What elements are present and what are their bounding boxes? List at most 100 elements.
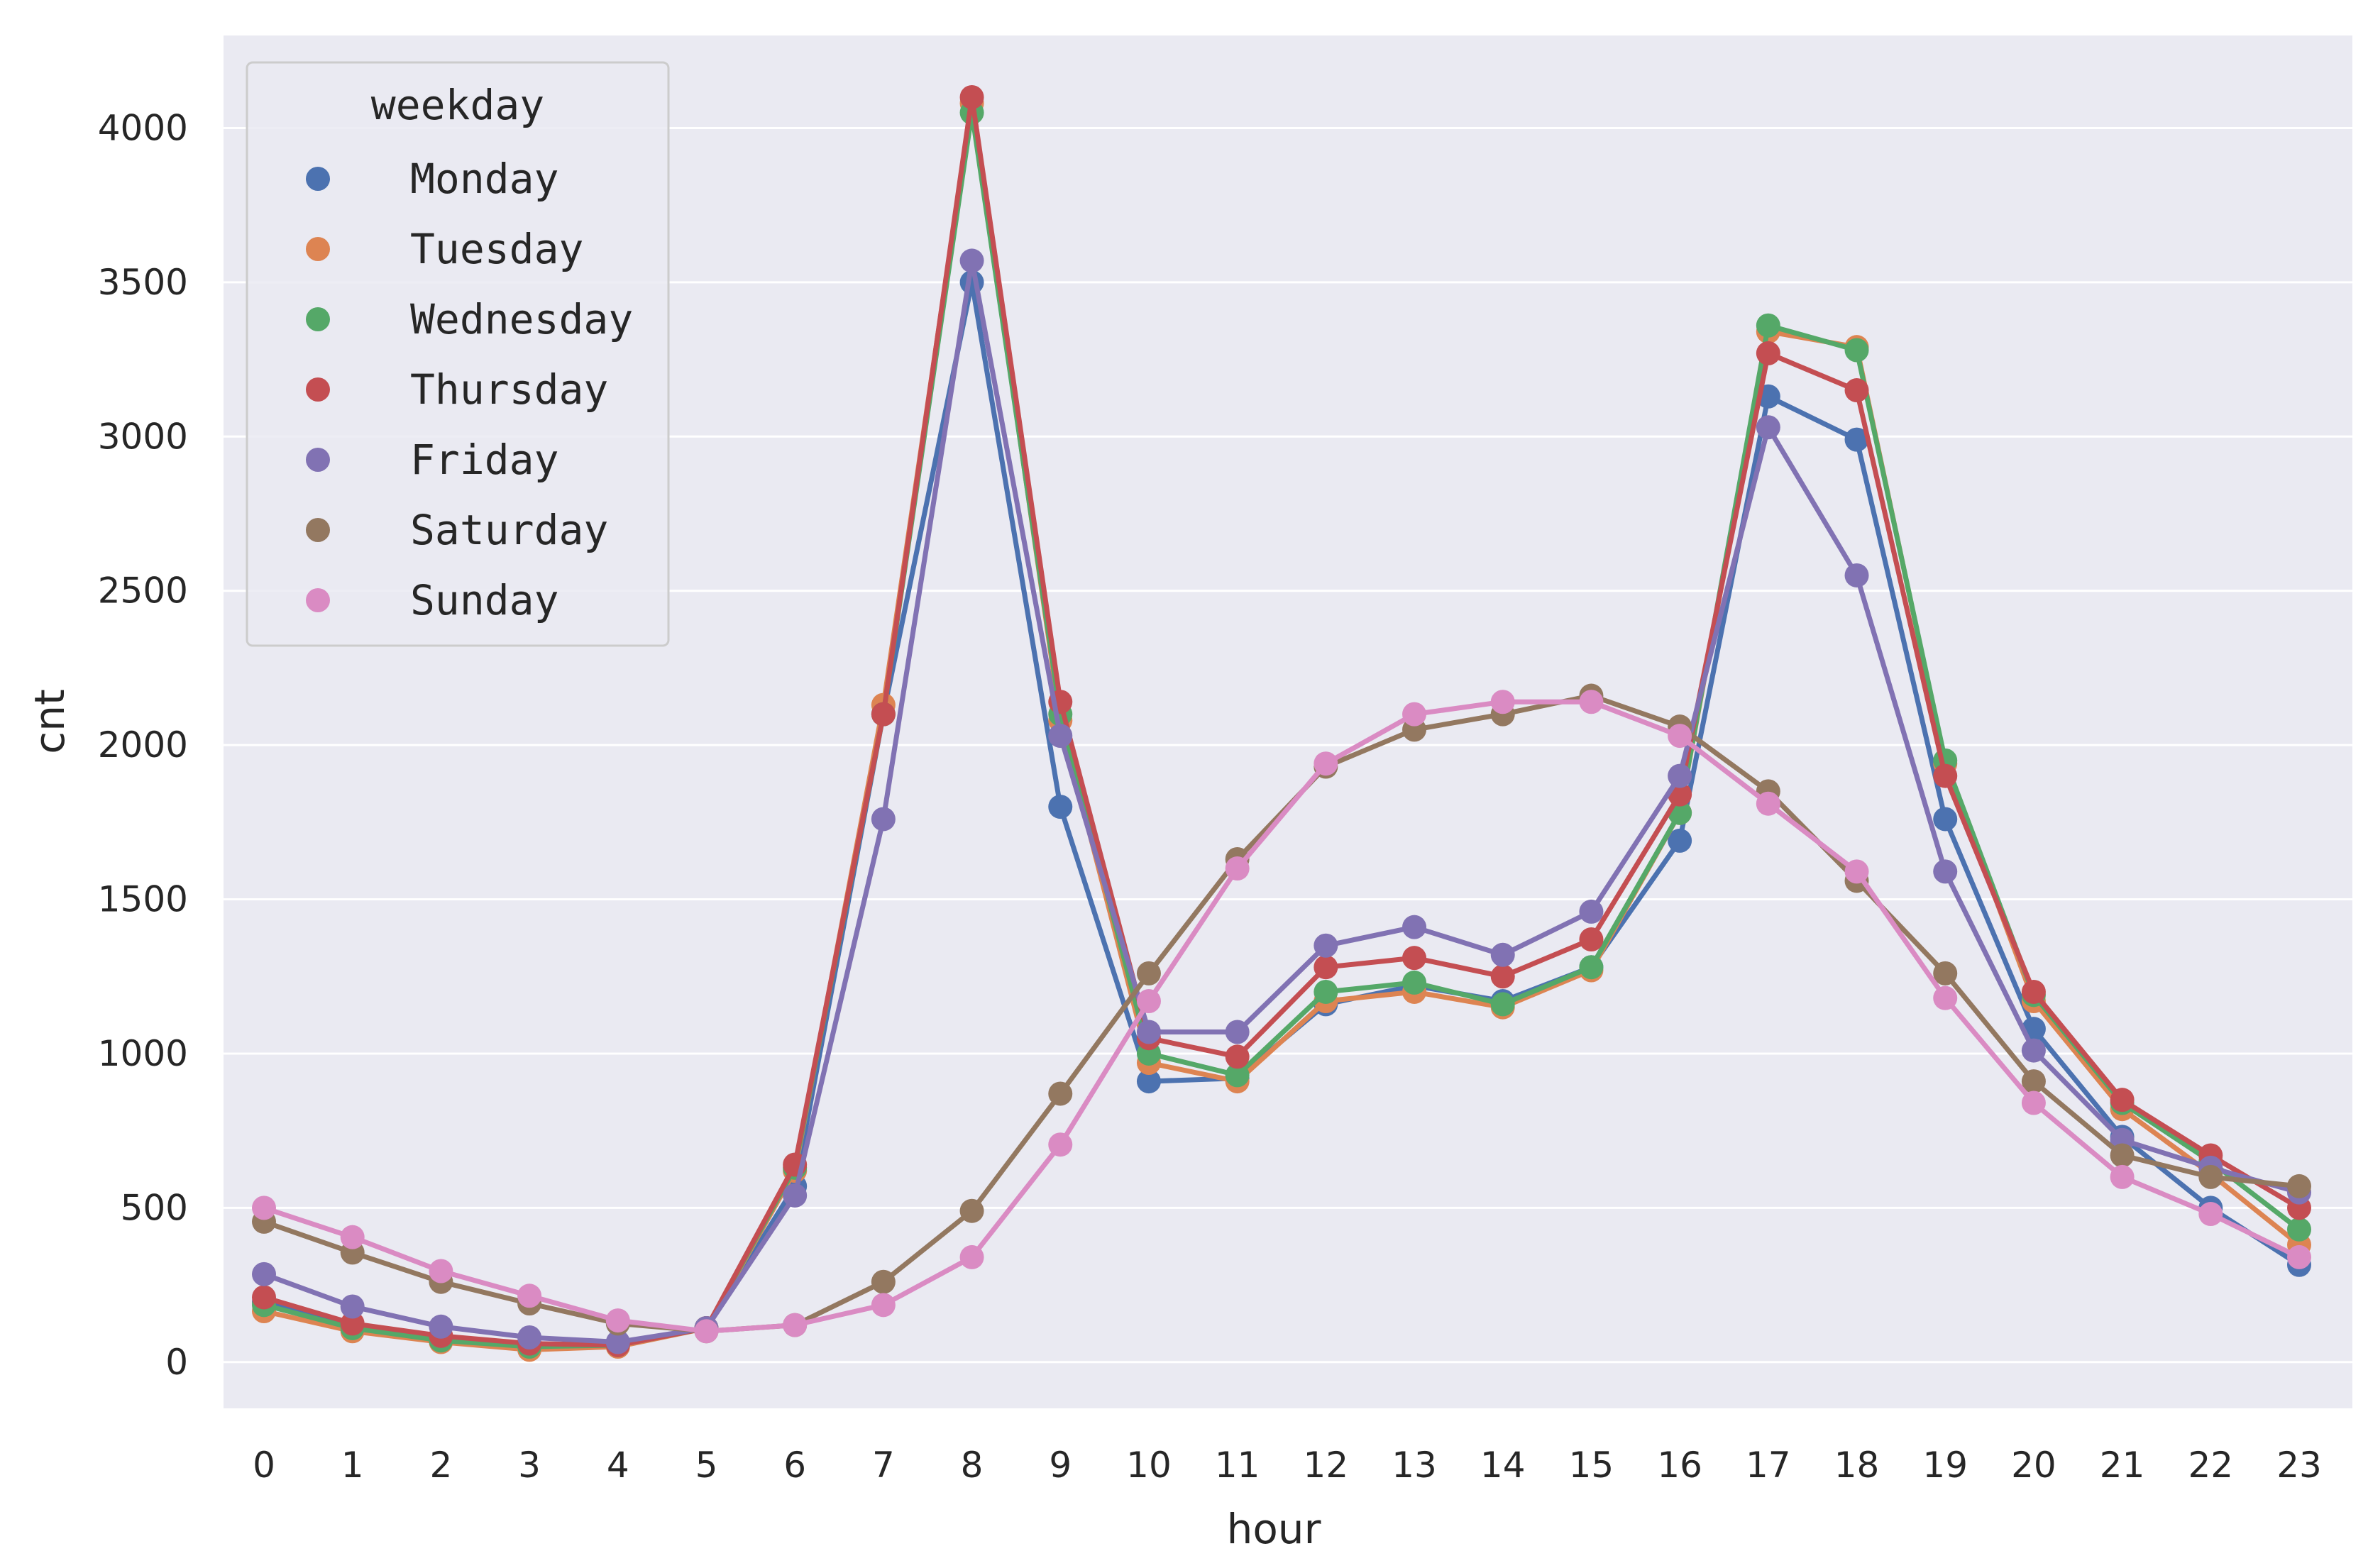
series-line bbox=[261, 699, 2302, 1334]
data-point bbox=[605, 1330, 630, 1354]
data-point bbox=[1844, 378, 1869, 403]
data-point bbox=[2198, 1164, 2223, 1189]
x-tick-label: 23 bbox=[2276, 1445, 2322, 1486]
data-point bbox=[1579, 690, 1604, 714]
y-tick-label: 2000 bbox=[98, 724, 188, 766]
legend-marker bbox=[306, 518, 330, 542]
data-point bbox=[1225, 856, 1250, 881]
x-tick-label: 11 bbox=[1215, 1445, 1260, 1486]
data-point bbox=[2287, 1217, 2311, 1242]
x-tick-label: 17 bbox=[1746, 1445, 1791, 1486]
data-point bbox=[1225, 1044, 1250, 1069]
y-tick-label: 2500 bbox=[98, 570, 188, 612]
series-sunday bbox=[252, 690, 2311, 1344]
data-point bbox=[252, 1261, 276, 1286]
data-point bbox=[871, 807, 896, 832]
data-point bbox=[1933, 763, 1958, 788]
data-point bbox=[2287, 1244, 2311, 1269]
data-point bbox=[1314, 933, 1338, 958]
series-line bbox=[261, 94, 2302, 1348]
x-tick-label: 12 bbox=[1304, 1445, 1349, 1486]
data-point bbox=[1402, 702, 1427, 727]
data-point bbox=[959, 1244, 984, 1269]
data-point bbox=[252, 1196, 276, 1220]
x-tick-label: 16 bbox=[1657, 1445, 1702, 1486]
data-point bbox=[2021, 1091, 2046, 1115]
data-point bbox=[1490, 690, 1515, 714]
data-point bbox=[1136, 961, 1161, 985]
data-point bbox=[959, 248, 984, 273]
data-point bbox=[959, 84, 984, 109]
legend-title: weekday bbox=[371, 81, 544, 129]
x-tick-label: 1 bbox=[341, 1445, 364, 1486]
data-point bbox=[1756, 415, 1780, 440]
data-point bbox=[1668, 763, 1692, 788]
legend-label: Thursday bbox=[410, 365, 608, 414]
legend-marker bbox=[306, 448, 330, 472]
data-point bbox=[1844, 563, 1869, 587]
y-tick-label: 1000 bbox=[98, 1033, 188, 1074]
data-point bbox=[1933, 859, 1958, 884]
legend-box bbox=[246, 61, 670, 647]
data-point bbox=[1668, 724, 1692, 749]
series-line bbox=[261, 258, 2302, 1345]
data-point bbox=[340, 1311, 365, 1336]
legend-marker bbox=[306, 377, 330, 402]
legend-label: Monday bbox=[410, 155, 559, 203]
data-point bbox=[1048, 1081, 1073, 1106]
x-tick-label: 22 bbox=[2188, 1445, 2233, 1486]
x-tick-label: 13 bbox=[1392, 1445, 1437, 1486]
data-point bbox=[1756, 341, 1780, 365]
x-tick-label: 4 bbox=[607, 1445, 629, 1486]
legend-marker bbox=[306, 588, 330, 612]
legend-marker bbox=[306, 237, 330, 261]
data-point bbox=[1048, 724, 1073, 749]
data-point bbox=[1225, 1063, 1250, 1088]
data-point bbox=[1844, 859, 1869, 884]
legend-label: Wednesday bbox=[410, 295, 633, 343]
data-point bbox=[1402, 915, 1427, 939]
data-point bbox=[694, 1319, 719, 1344]
data-point bbox=[1844, 338, 1869, 363]
data-point bbox=[429, 1259, 453, 1283]
data-point bbox=[1225, 1020, 1250, 1044]
data-point bbox=[871, 1293, 896, 1318]
legend-label: Friday bbox=[410, 436, 559, 484]
y-tick-label: 4000 bbox=[98, 107, 188, 148]
data-point bbox=[871, 1269, 896, 1294]
legend-items: Monday Tuesday Wednesday Thursday Friday Satu… bbox=[306, 155, 633, 624]
data-point bbox=[1490, 964, 1515, 989]
data-point bbox=[1314, 955, 1338, 980]
data-point bbox=[783, 1183, 808, 1208]
x-tick-label: 20 bbox=[2011, 1445, 2056, 1486]
data-point bbox=[871, 702, 896, 727]
data-point bbox=[1136, 1020, 1161, 1044]
data-point bbox=[1933, 961, 1958, 985]
data-point bbox=[252, 1285, 276, 1310]
data-point bbox=[2021, 1038, 2046, 1063]
data-point bbox=[1136, 989, 1161, 1014]
data-point bbox=[429, 1314, 453, 1339]
data-point bbox=[1314, 751, 1338, 776]
data-point bbox=[959, 1198, 984, 1223]
x-tick-label: 19 bbox=[1922, 1445, 1968, 1486]
data-point bbox=[1490, 992, 1515, 1017]
x-tick-label: 9 bbox=[1049, 1445, 1072, 1486]
data-point bbox=[1048, 1132, 1073, 1157]
x-tick-label: 0 bbox=[253, 1445, 275, 1486]
x-tick-label: 5 bbox=[695, 1445, 718, 1486]
data-point bbox=[605, 1308, 630, 1333]
x-tick-label: 18 bbox=[1834, 1445, 1880, 1486]
x-tick-label: 8 bbox=[961, 1445, 984, 1486]
data-point bbox=[1579, 899, 1604, 924]
data-point bbox=[1048, 795, 1073, 819]
data-point bbox=[2021, 979, 2046, 1004]
y-axis-title: cnt bbox=[26, 689, 74, 753]
x-tick-label: 7 bbox=[872, 1445, 895, 1486]
data-point bbox=[517, 1283, 542, 1308]
data-point bbox=[2110, 1143, 2135, 1168]
x-axis-ticks: 0 1 2 3 4 5 6 7 8 9 10 11 12 13 14 15 16 17 18 19 20 21 22 23 bbox=[253, 1445, 2322, 1486]
data-point bbox=[1579, 955, 1604, 980]
data-point bbox=[1756, 791, 1780, 816]
x-tick-label: 2 bbox=[429, 1445, 452, 1486]
